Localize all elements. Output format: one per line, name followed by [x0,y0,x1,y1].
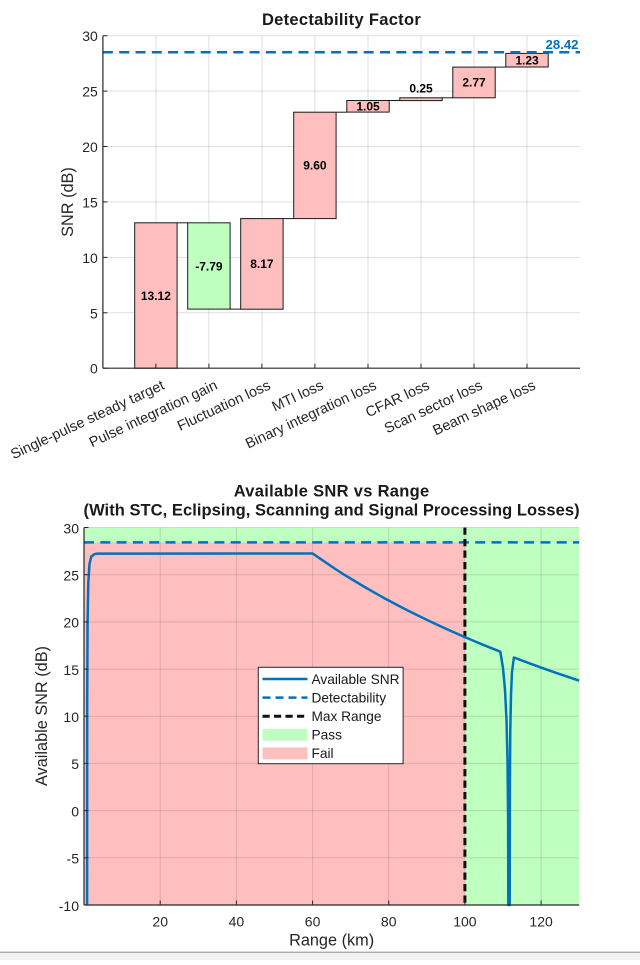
svg-text:Range (km): Range (km) [289,932,374,950]
svg-text:(With STC, Eclipsing, Scanning: (With STC, Eclipsing, Scanning and Signa… [84,502,580,520]
svg-text:25: 25 [63,568,79,584]
svg-text:13.12: 13.12 [141,289,171,303]
svg-text:Available SNR (dB): Available SNR (dB) [33,646,51,786]
svg-text:SNR (dB): SNR (dB) [59,167,77,237]
svg-text:15: 15 [82,194,98,210]
svg-text:8.17: 8.17 [250,257,274,271]
svg-text:20: 20 [63,615,79,631]
svg-text:5: 5 [71,756,79,772]
svg-text:Pass: Pass [312,728,343,743]
svg-text:1.23: 1.23 [515,54,539,68]
svg-text:60: 60 [305,914,321,930]
svg-text:5: 5 [90,305,98,321]
svg-text:Max Range: Max Range [312,709,382,724]
svg-text:0: 0 [71,803,79,819]
svg-text:0.25: 0.25 [409,81,433,95]
svg-text:-5: -5 [67,851,80,867]
svg-text:80: 80 [381,914,397,930]
svg-text:-7.79: -7.79 [195,259,223,273]
svg-text:100: 100 [453,914,477,930]
svg-text:Detectability: Detectability [312,690,387,705]
svg-text:-10: -10 [59,898,79,914]
svg-text:0: 0 [90,361,98,377]
svg-text:20: 20 [152,914,168,930]
svg-text:10: 10 [63,709,79,725]
svg-text:Detectability Factor: Detectability Factor [262,11,421,29]
svg-text:9.60: 9.60 [303,159,327,173]
svg-text:30: 30 [63,520,79,536]
svg-text:1.05: 1.05 [356,100,380,114]
svg-text:Available SNR: Available SNR [312,672,400,687]
svg-text:2.77: 2.77 [462,76,486,90]
svg-text:40: 40 [229,914,245,930]
svg-text:30: 30 [82,28,98,44]
svg-text:25: 25 [82,84,98,100]
svg-text:10: 10 [82,250,98,266]
svg-text:120: 120 [529,914,553,930]
svg-text:Available SNR vs Range: Available SNR vs Range [234,483,430,501]
svg-text:20: 20 [82,139,98,155]
svg-text:Fail: Fail [312,746,334,761]
svg-text:15: 15 [63,662,79,678]
svg-text:28.42: 28.42 [545,37,578,52]
